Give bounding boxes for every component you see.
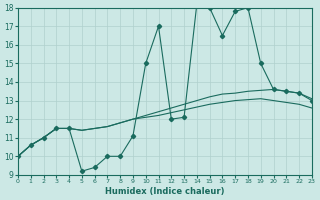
X-axis label: Humidex (Indice chaleur): Humidex (Indice chaleur)	[105, 187, 225, 196]
